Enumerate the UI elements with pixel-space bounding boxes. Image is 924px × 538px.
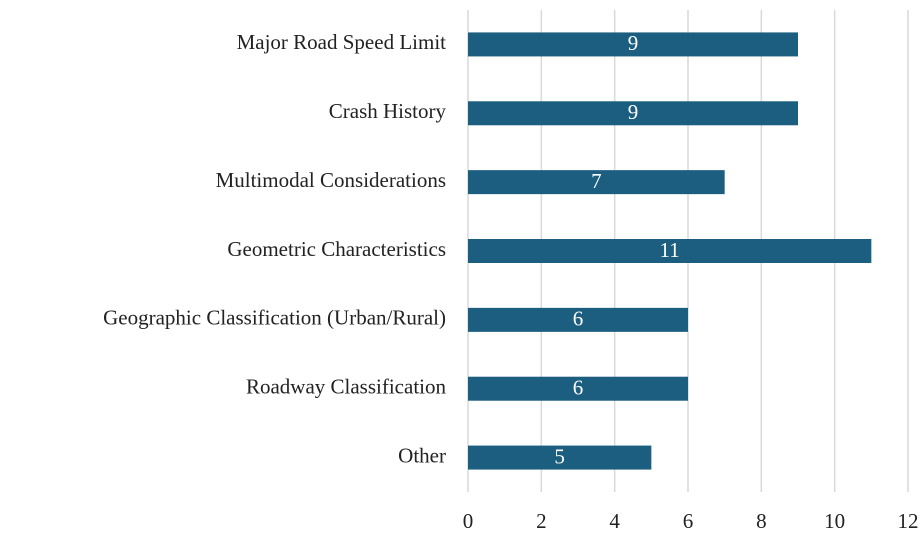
bar [468,239,872,263]
x-tick-label: 12 [898,509,919,533]
value-label: 7 [591,169,602,193]
bar [468,445,652,470]
y-tick-label: Geographic Classification (Urban/Rural) [103,306,446,330]
bar [468,170,725,195]
y-tick-label: Major Road Speed Limit [237,30,447,54]
value-label: 9 [628,31,639,55]
y-tick-label: Multimodal Considerations [216,168,446,192]
value-label: 11 [660,238,680,262]
value-label: 5 [554,444,565,468]
value-label: 9 [628,100,639,124]
x-tick-label: 10 [824,509,845,533]
bar [468,32,798,57]
x-tick-label: 6 [683,509,694,533]
bar [468,307,688,332]
x-tick-label: 0 [463,509,474,533]
bar [468,376,688,401]
x-tick-label: 4 [609,509,620,533]
x-tick-label: 2 [536,509,547,533]
y-tick-label: Geometric Characteristics [227,237,446,261]
y-tick-label: Crash History [329,99,447,123]
bar [468,101,798,126]
x-tick-label: 8 [756,509,767,533]
value-label: 6 [573,376,584,400]
value-label: 6 [573,307,584,331]
y-tick-label: Other [398,443,446,467]
y-tick-label: Roadway Classification [246,375,447,399]
